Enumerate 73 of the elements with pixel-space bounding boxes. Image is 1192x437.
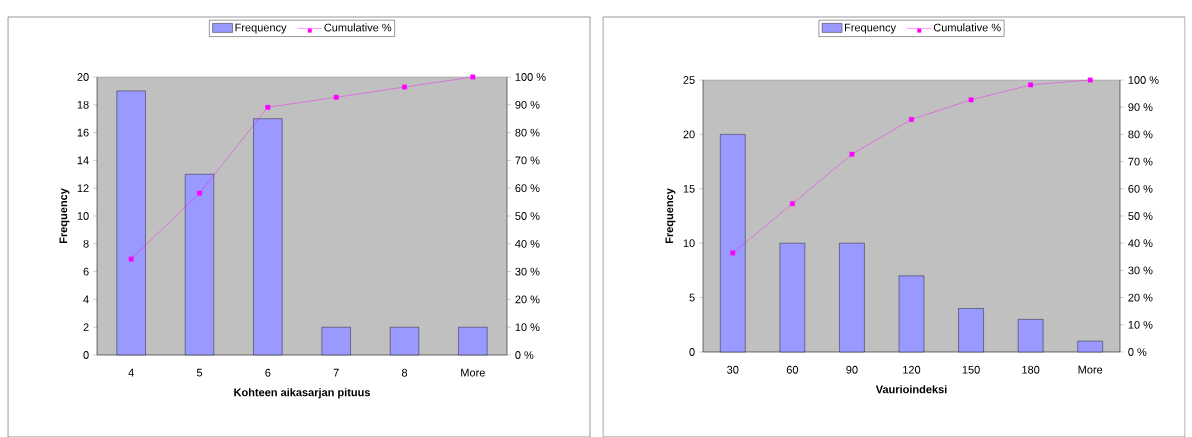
y2-tick-label: 50 % xyxy=(515,212,540,220)
legend-label: Cumulative % xyxy=(324,23,392,32)
y2-tick-label: 90 % xyxy=(515,100,540,109)
y-axis-title: Frequency xyxy=(665,188,676,243)
y2-tick-label: 0 % xyxy=(1128,348,1147,356)
legend-label: Cumulative % xyxy=(933,23,1001,32)
x-tick-label: 180 xyxy=(1022,365,1040,374)
x-tick-label: More xyxy=(1078,365,1103,374)
point xyxy=(909,116,914,122)
y-tick-label: 5 xyxy=(689,293,695,302)
x-tick-label: 6 xyxy=(265,368,271,377)
y2-tick-label: 80 % xyxy=(515,128,540,137)
x-tick-label: 5 xyxy=(196,368,203,377)
y-tick-label: 10 xyxy=(683,239,695,247)
point xyxy=(333,94,339,100)
y-tick-label: 16 xyxy=(77,128,89,137)
x-tick-label: 150 xyxy=(962,365,980,374)
y-tick-label: 15 xyxy=(683,184,695,193)
x-axis-title: Kohteen aikasarjan pituus xyxy=(234,388,371,399)
y2-tick-label: 80 % xyxy=(1128,130,1153,139)
y-tick-label: 12 xyxy=(77,184,89,192)
y-tick-label: 8 xyxy=(83,239,89,248)
x-tick-label: 4 xyxy=(128,368,134,377)
y-tick-label: 18 xyxy=(77,100,89,109)
y2-tick-label: 10 % xyxy=(1128,320,1153,329)
point xyxy=(730,250,736,256)
y-tick-label: 6 xyxy=(83,267,89,276)
y-axis-title: Frequency xyxy=(59,188,70,243)
y2-tick-label: 20 % xyxy=(515,295,540,304)
y2-tick-label: 20 % xyxy=(1128,293,1153,302)
y2-tick-label: 60 % xyxy=(1128,184,1153,193)
y-tick-label: 20 xyxy=(683,130,695,139)
y2-tick-label: 40 % xyxy=(515,239,540,248)
y-tick-label: 20 xyxy=(77,73,89,81)
y2-tick-label: 70 % xyxy=(515,156,540,165)
y2-tick-label: 30 % xyxy=(515,267,540,276)
x-tick-label: 60 xyxy=(786,365,799,374)
y2-tick-label: 60 % xyxy=(515,184,540,192)
legend-label: Frequency xyxy=(235,23,287,34)
point xyxy=(128,256,134,262)
point xyxy=(849,151,855,157)
point xyxy=(1028,82,1034,88)
x-tick-label: 30 xyxy=(727,365,739,374)
point xyxy=(968,97,974,103)
y2-tick-label: 100 % xyxy=(515,73,546,81)
point xyxy=(470,74,476,80)
point xyxy=(789,201,795,207)
y-tick-label: 14 xyxy=(77,156,89,165)
y2-tick-label: 50 % xyxy=(1128,212,1153,220)
y2-tick-label: 40 % xyxy=(1128,239,1153,247)
y2-tick-label: 30 % xyxy=(1128,266,1153,275)
x-tick-label: More xyxy=(461,368,485,377)
y-tick-label: 2 xyxy=(83,323,89,331)
point xyxy=(1087,77,1093,83)
x-axis-title: Vaurioindeksi xyxy=(875,385,947,394)
y2-tick-label: 90 % xyxy=(1128,103,1153,111)
y2-tick-label: 0 % xyxy=(515,351,534,359)
y-tick-label: 25 xyxy=(683,76,695,84)
y-tick-label: 10 xyxy=(77,212,89,220)
y-tick-label: 0 xyxy=(83,351,89,359)
x-tick-label: 8 xyxy=(401,368,408,377)
x-tick-label: 90 xyxy=(846,365,858,374)
x-tick-label: 120 xyxy=(903,365,921,374)
point xyxy=(402,84,407,90)
y-tick-label: 4 xyxy=(83,295,89,304)
point xyxy=(265,104,271,110)
x-tick-label: 7 xyxy=(333,368,339,377)
y2-tick-label: 100 % xyxy=(1128,76,1159,84)
y-tick-label: 0 xyxy=(689,348,695,356)
legend-label: Frequency xyxy=(844,23,897,34)
y2-tick-label: 10 % xyxy=(515,323,540,331)
y2-tick-label: 70 % xyxy=(1128,157,1153,166)
point xyxy=(197,190,202,196)
